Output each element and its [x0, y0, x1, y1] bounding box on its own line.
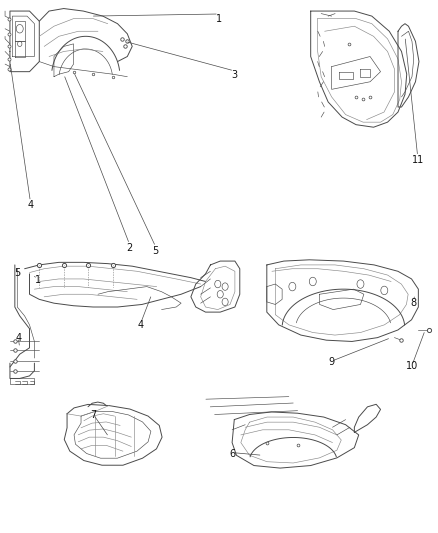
Text: 5: 5 [14, 268, 21, 278]
Text: 1: 1 [35, 275, 41, 285]
Text: 10: 10 [406, 361, 418, 372]
Text: 1: 1 [216, 14, 222, 25]
Text: 6: 6 [229, 449, 235, 458]
Text: 4: 4 [138, 320, 144, 330]
Text: 7: 7 [90, 410, 96, 421]
Text: 3: 3 [231, 70, 237, 80]
Text: 5: 5 [152, 246, 159, 255]
Text: 4: 4 [15, 333, 21, 343]
Text: 11: 11 [412, 155, 424, 165]
Text: 9: 9 [328, 357, 335, 367]
Text: 2: 2 [127, 243, 133, 253]
Text: 8: 8 [410, 297, 417, 308]
Text: 4: 4 [27, 200, 33, 211]
